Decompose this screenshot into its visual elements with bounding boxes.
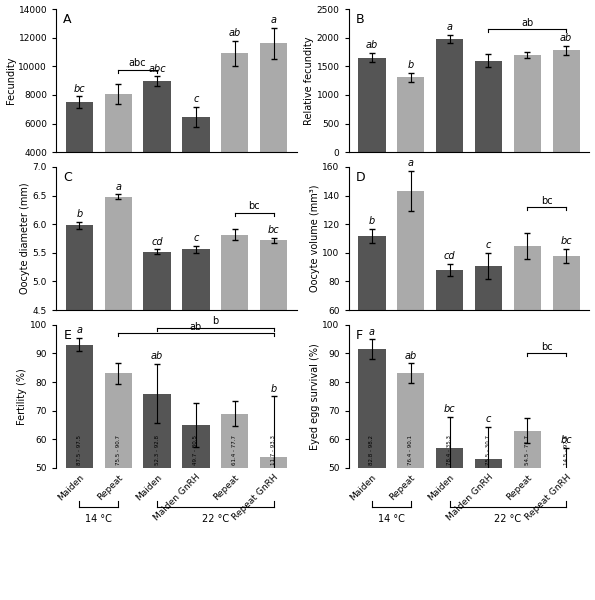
Text: bc: bc bbox=[444, 404, 455, 415]
Bar bbox=[513, 245, 541, 310]
Text: ab: ab bbox=[560, 33, 572, 43]
Bar bbox=[182, 117, 209, 152]
Text: 22 °C: 22 °C bbox=[202, 514, 229, 524]
Bar bbox=[436, 448, 464, 468]
Text: 22 °C: 22 °C bbox=[494, 514, 521, 524]
Text: 78.4 - 35.3: 78.4 - 35.3 bbox=[447, 435, 452, 465]
Bar bbox=[436, 270, 464, 310]
Bar bbox=[553, 468, 580, 508]
Text: bc: bc bbox=[541, 342, 553, 352]
Text: 75.5 - 30.7: 75.5 - 30.7 bbox=[486, 435, 491, 465]
Text: b: b bbox=[408, 60, 414, 70]
Text: ab: ab bbox=[405, 350, 417, 361]
Bar bbox=[143, 82, 171, 152]
Y-axis label: Fertility (%): Fertility (%) bbox=[17, 368, 27, 425]
Text: a: a bbox=[271, 15, 277, 25]
Text: A: A bbox=[63, 13, 72, 26]
Text: 76.4 - 90.1: 76.4 - 90.1 bbox=[408, 435, 414, 465]
Text: 87.5 - 97.5: 87.5 - 97.5 bbox=[77, 435, 82, 465]
Bar bbox=[105, 373, 132, 468]
Text: c: c bbox=[193, 233, 199, 243]
Bar bbox=[397, 191, 424, 310]
Text: 14.5 - 97.8: 14.5 - 97.8 bbox=[563, 435, 569, 465]
Bar bbox=[260, 43, 287, 152]
Bar bbox=[221, 235, 248, 310]
Bar bbox=[182, 250, 209, 310]
Text: a: a bbox=[369, 326, 375, 337]
Text: E: E bbox=[63, 329, 71, 342]
Y-axis label: Relative fecundity: Relative fecundity bbox=[304, 37, 314, 125]
Text: bc: bc bbox=[560, 435, 572, 445]
Text: a: a bbox=[76, 325, 83, 335]
Text: B: B bbox=[356, 13, 365, 26]
Text: abc: abc bbox=[129, 58, 146, 68]
Y-axis label: Eyed egg survival (%): Eyed egg survival (%) bbox=[309, 343, 320, 450]
Bar bbox=[66, 102, 93, 152]
Text: 11.7 - 93.3: 11.7 - 93.3 bbox=[271, 435, 276, 465]
Text: bc: bc bbox=[74, 83, 85, 94]
Bar bbox=[221, 413, 248, 468]
Y-axis label: Oocyte diameter (mm): Oocyte diameter (mm) bbox=[20, 183, 30, 295]
Text: a: a bbox=[115, 182, 121, 191]
Text: bc: bc bbox=[541, 196, 553, 206]
Bar bbox=[221, 53, 248, 152]
Y-axis label: Oocyte volume (mm³): Oocyte volume (mm³) bbox=[309, 185, 320, 292]
Text: ab: ab bbox=[366, 40, 378, 50]
Text: 54.5 - 71.7: 54.5 - 71.7 bbox=[525, 435, 530, 465]
Bar bbox=[66, 226, 93, 310]
Text: cd: cd bbox=[444, 251, 455, 262]
Bar bbox=[66, 345, 93, 468]
Bar bbox=[358, 349, 386, 468]
Bar bbox=[143, 394, 171, 468]
Text: abc: abc bbox=[148, 64, 166, 74]
Text: cd: cd bbox=[151, 236, 163, 247]
Text: b: b bbox=[212, 316, 218, 326]
Bar bbox=[475, 460, 502, 468]
Text: ab: ab bbox=[190, 322, 202, 332]
Text: 49.7 - 80.5: 49.7 - 80.5 bbox=[193, 435, 198, 465]
Text: c: c bbox=[486, 240, 491, 250]
Bar bbox=[105, 197, 132, 310]
Bar bbox=[105, 94, 132, 152]
Text: D: D bbox=[356, 171, 365, 184]
Text: b: b bbox=[369, 215, 375, 226]
Text: 82.8 - 98.2: 82.8 - 98.2 bbox=[369, 435, 374, 465]
Bar bbox=[397, 373, 424, 468]
Text: ab: ab bbox=[521, 17, 534, 28]
Y-axis label: Fecundity: Fecundity bbox=[5, 57, 15, 104]
Text: ab: ab bbox=[228, 28, 241, 38]
Text: ab: ab bbox=[151, 351, 163, 361]
Text: 14 °C: 14 °C bbox=[86, 514, 112, 524]
Text: bc: bc bbox=[248, 202, 260, 211]
Bar bbox=[358, 236, 386, 310]
Text: bc: bc bbox=[268, 225, 280, 235]
Text: F: F bbox=[356, 329, 363, 342]
Bar bbox=[553, 50, 580, 152]
Text: 14 °C: 14 °C bbox=[378, 514, 405, 524]
Text: b: b bbox=[271, 383, 277, 394]
Bar bbox=[513, 55, 541, 152]
Text: c: c bbox=[486, 415, 491, 424]
Bar bbox=[358, 58, 386, 152]
Text: a: a bbox=[447, 22, 453, 32]
Text: 61.4 - 77.7: 61.4 - 77.7 bbox=[232, 435, 237, 465]
Text: b: b bbox=[76, 209, 83, 219]
Bar bbox=[143, 252, 171, 310]
Bar bbox=[260, 457, 287, 468]
Bar bbox=[182, 425, 209, 468]
Bar bbox=[397, 77, 424, 152]
Text: 52.3 - 92.8: 52.3 - 92.8 bbox=[155, 435, 159, 465]
Text: C: C bbox=[63, 171, 72, 184]
Bar bbox=[475, 266, 502, 310]
Bar bbox=[553, 256, 580, 310]
Bar bbox=[260, 240, 287, 310]
Text: bc: bc bbox=[560, 236, 572, 245]
Bar bbox=[513, 431, 541, 468]
Text: 75.5 - 90.7: 75.5 - 90.7 bbox=[116, 435, 121, 465]
Text: c: c bbox=[193, 94, 199, 104]
Text: a: a bbox=[408, 158, 414, 169]
Bar bbox=[436, 39, 464, 152]
Bar bbox=[475, 61, 502, 152]
